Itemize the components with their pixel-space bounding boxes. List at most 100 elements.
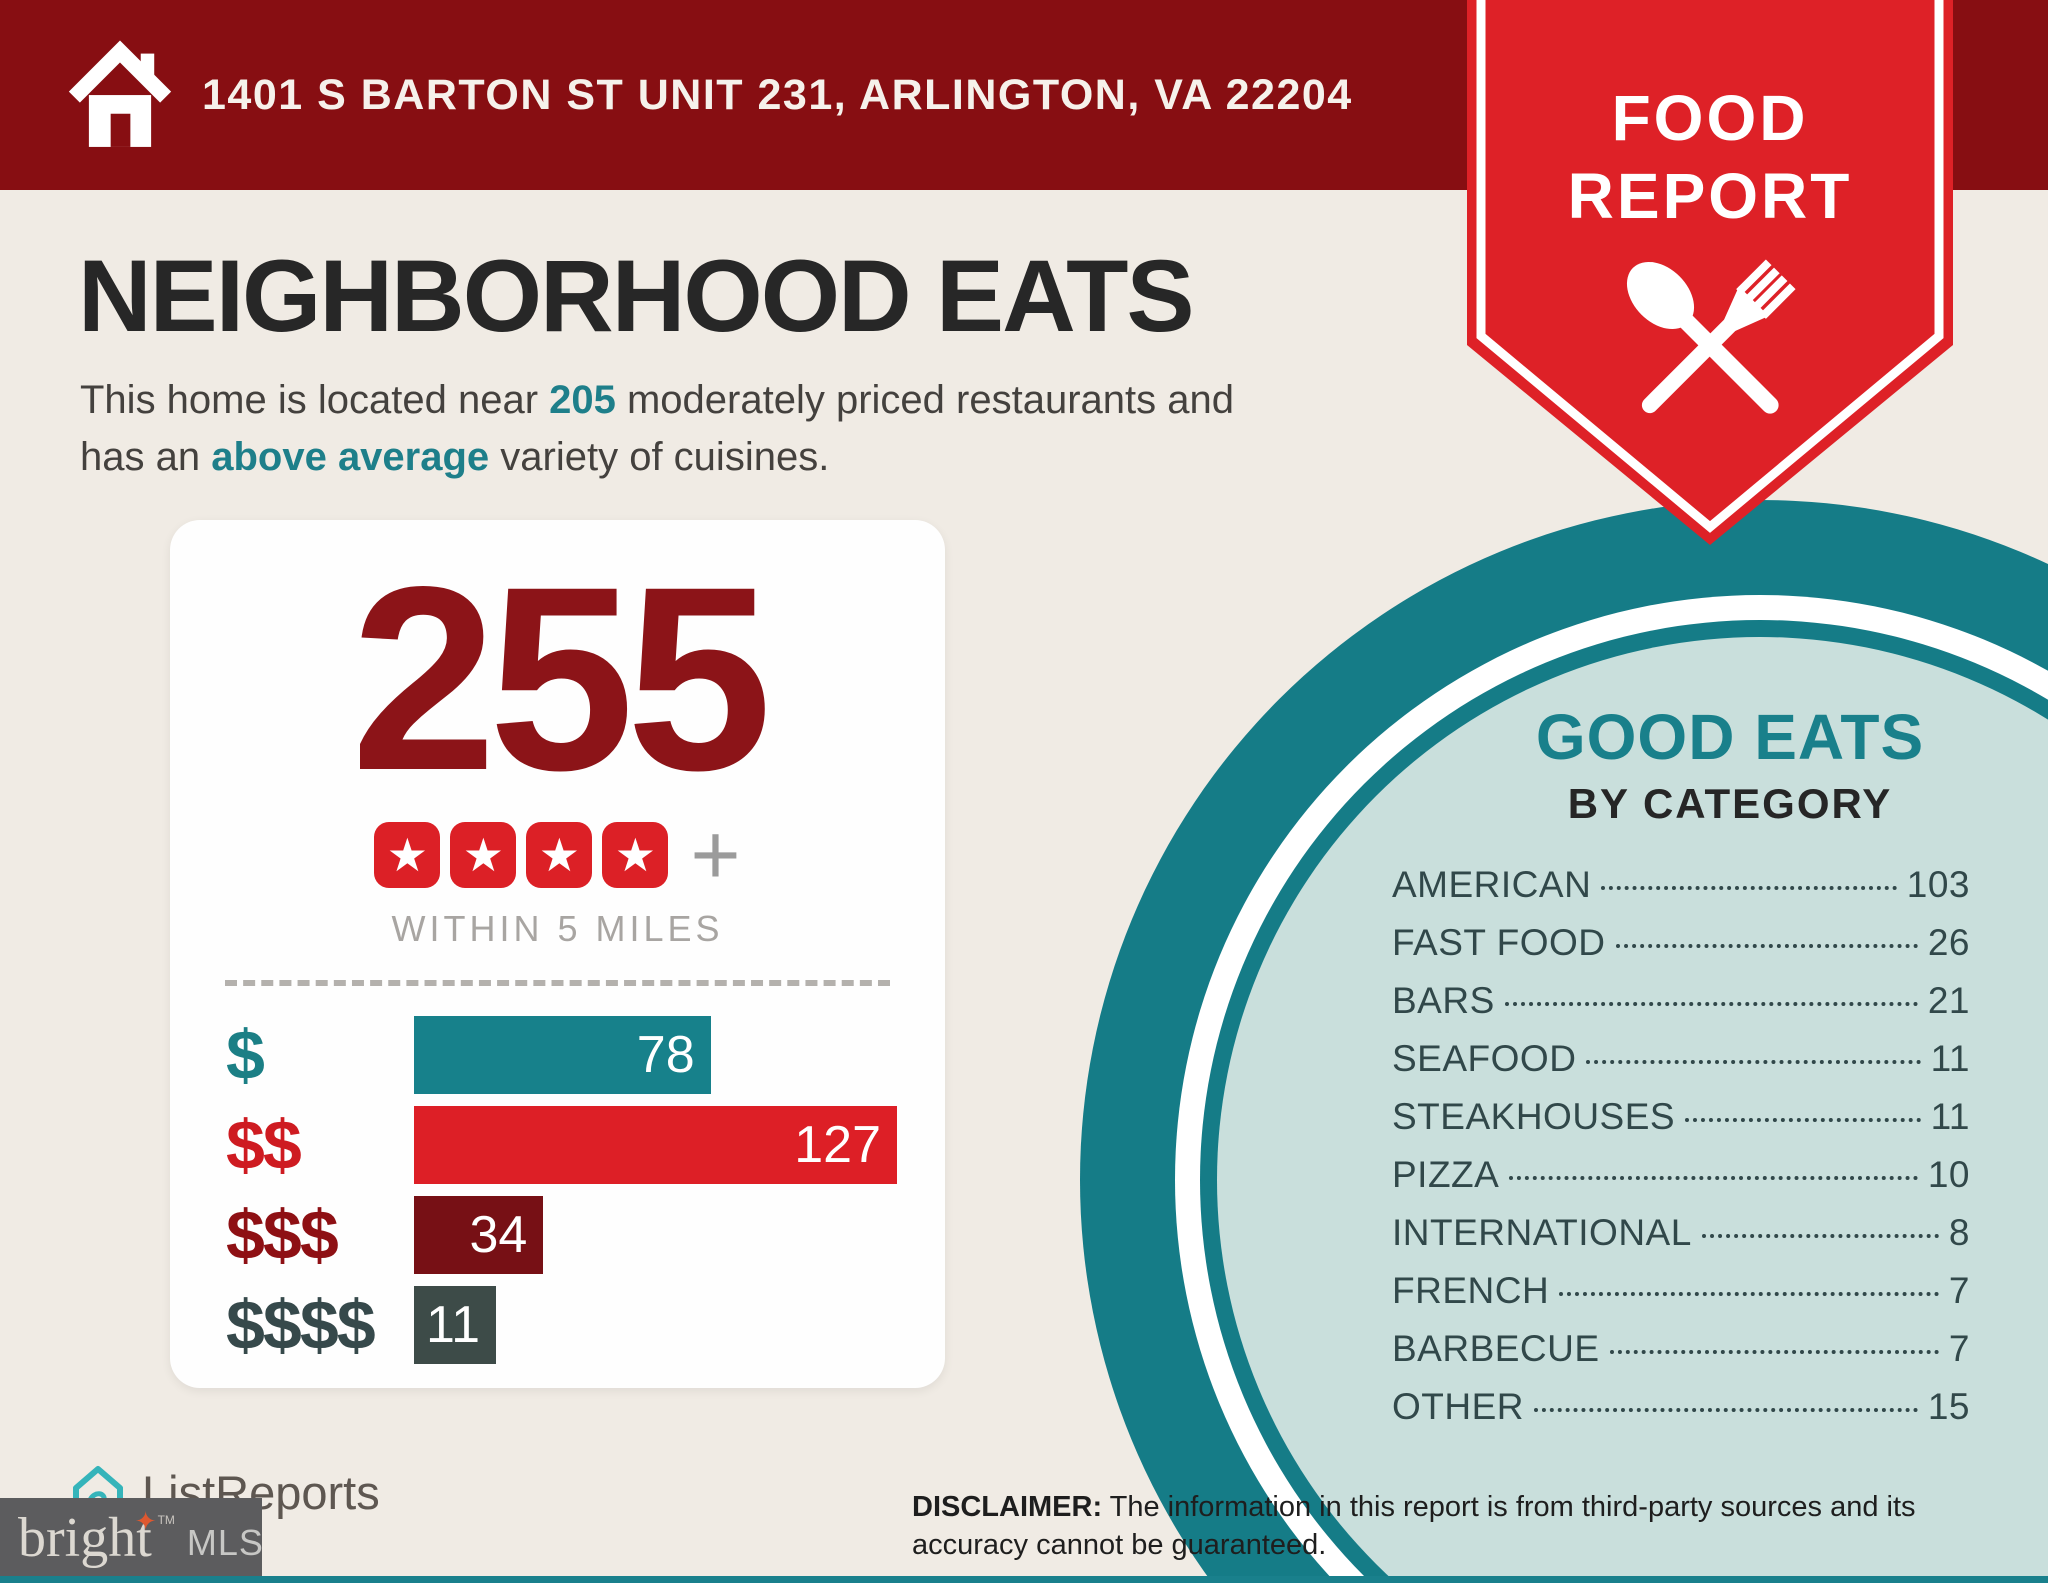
bar-value: 78 [636,1025,695,1084]
plus-sign: + [690,806,741,903]
page-title: NEIGHBORHOOD EATS [78,239,1194,353]
category-value: 10 [1927,1154,1970,1195]
bar-track: 127 [414,1105,897,1184]
price-bar: 11 [414,1285,496,1364]
price-bar: 34 [414,1195,544,1274]
bar-track: 78 [414,1015,897,1094]
price-bar-row: $$ 127 [226,1105,897,1184]
intro-text-part: moderately priced restaurants and [615,378,1234,422]
disclaimer-label: DISCLAIMER: [912,1491,1103,1523]
dot-leader [1509,1176,1918,1180]
category-value: 7 [1948,1270,1970,1311]
category-value: 26 [1927,922,1970,963]
variety-highlight: above average [211,434,490,479]
food-report-ribbon: FOOD REPORT [1467,0,1953,565]
category-row: INTERNATIONAL 8 [1392,1212,1970,1254]
category-value: 103 [1906,864,1970,905]
dot-leader [1559,1292,1939,1296]
category-value: 11 [1930,1038,1970,1079]
disclaimer-body: The information in this report is from t… [912,1491,1916,1562]
category-list: AMERICAN 103 FAST FOOD 26 BARS 21 SEAFOO… [1392,864,1970,1444]
home-icon [66,37,174,154]
bright-wordmark: bright [18,1507,152,1569]
price-level-label: $$ [226,1105,302,1184]
category-value: 11 [1930,1096,1970,1137]
intro-text-part: has an [80,434,212,479]
dot-leader [1601,886,1897,890]
bar-track: 11 [414,1285,897,1364]
ribbon-title-line1: FOOD [1612,82,1809,154]
star-icon: ★ [602,822,669,889]
good-eats-title: GOOD EATS [1535,701,1925,773]
good-eats-subtitle: BY CATEGORY [1567,780,1893,827]
category-row: BARBECUE 7 [1392,1328,1970,1370]
bright-mls-logo: bright ✦ TM MLS [0,1498,264,1578]
category-value: 7 [1948,1328,1970,1369]
restaurant-stats-card: 255 ★ ★ ★ ★ + WITHIN 5 MILES $ 78 $$ 127 $$… [170,520,945,1388]
category-label: SEAFOOD [1392,1038,1577,1079]
category-label: AMERICAN [1392,864,1592,905]
dot-leader [1685,1118,1921,1122]
category-label: BARS [1392,980,1495,1021]
category-label: FAST FOOD [1392,922,1606,963]
dot-leader [1701,1234,1939,1238]
category-label: OTHER [1392,1386,1524,1427]
price-level-label: $$$$ [226,1285,376,1364]
star-icon: ★ [374,822,441,889]
bar-value: 34 [469,1205,528,1264]
category-label: INTERNATIONAL [1392,1212,1692,1253]
good-eats-circle [1080,500,2048,1583]
category-row: SEAFOOD 11 [1392,1038,1970,1080]
intro-text-part: variety of cuisines. [489,434,830,479]
category-label: BARBECUE [1392,1328,1600,1369]
dashed-divider [225,979,890,986]
category-row: AMERICAN 103 [1392,864,1970,906]
category-row: PIZZA 10 [1392,1154,1970,1196]
disclaimer-text: DISCLAIMER: The information in this repo… [912,1488,1992,1565]
category-row: FAST FOOD 26 [1392,922,1970,964]
bar-value: 11 [426,1295,480,1354]
price-bar-chart: $ 78 $$ 127 $$$ 34 $$$$ 11 [226,1015,897,1364]
dot-leader [1504,1002,1918,1006]
ribbon-title-line2: REPORT [1568,160,1853,232]
dot-leader [1609,1350,1939,1354]
bar-track: 34 [414,1195,897,1274]
star-icon: ★ [526,822,593,889]
intro-text-part: This home is located near [80,378,550,422]
crossed-utensils-icon [1626,259,1796,414]
star-rating: ★ ★ ★ ★ [374,822,669,889]
rating-row: ★ ★ ★ ★ + [170,806,945,903]
restaurant-count: 205 [549,378,616,422]
price-bar: 127 [414,1105,897,1184]
category-row: OTHER 15 [1392,1386,1970,1428]
mls-wordmark: MLS [186,1522,264,1563]
price-bar-row: $ 78 [226,1015,897,1094]
category-label: PIZZA [1392,1154,1500,1195]
dot-leader [1534,1408,1918,1412]
radius-caption: WITHIN 5 MILES [391,907,724,949]
bright-star-icon: ✦ [134,1505,157,1536]
bar-value: 127 [794,1115,881,1174]
property-address: 1401 S BARTON ST UNIT 231, ARLINGTON, VA… [202,70,1353,119]
star-icon: ★ [450,822,517,889]
category-value: 8 [1948,1212,1970,1253]
price-bar-row: $$$$ 11 [226,1285,897,1364]
dot-leader [1615,944,1918,948]
category-label: STEAKHOUSES [1392,1096,1676,1137]
price-bar-row: $$$ 34 [226,1195,897,1274]
category-row: STEAKHOUSES 11 [1392,1096,1970,1138]
category-row: BARS 21 [1392,980,1970,1022]
price-bar: 78 [414,1015,711,1094]
total-restaurants-value: 255 [350,532,772,825]
category-row: FRENCH 7 [1392,1270,1970,1312]
category-label: FRENCH [1392,1270,1550,1311]
dot-leader [1586,1060,1921,1064]
bottom-accent-strip [0,1576,2048,1583]
price-level-label: $ [226,1015,265,1094]
price-level-label: $$$ [226,1195,339,1274]
category-value: 21 [1927,980,1970,1021]
category-value: 15 [1927,1386,1970,1427]
intro-text: This home is located near 205 moderately… [80,372,1420,486]
trademark-symbol: TM [157,1513,175,1527]
